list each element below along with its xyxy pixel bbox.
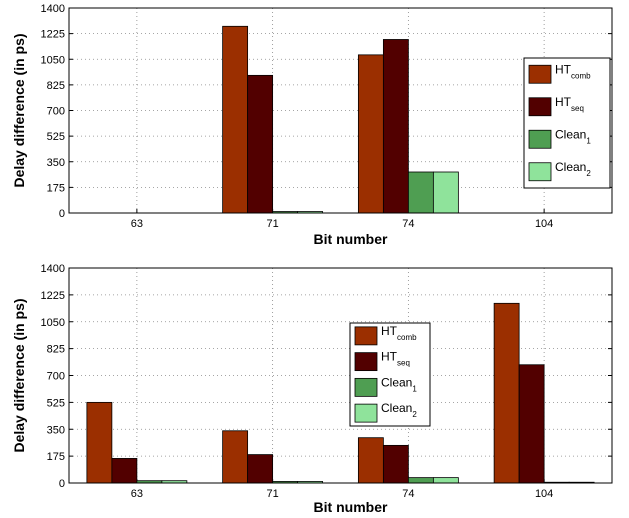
bar-clean-1-74 bbox=[407, 171, 434, 214]
top-chart: 0 175 350 525 700 825 1050 1225 1400 63 71 74 104 Bit… bbox=[11, 3, 613, 247]
x-tick-label: 104 bbox=[535, 218, 553, 230]
legend-swatch bbox=[354, 403, 378, 423]
legend-entry-clean-2: Clean2 bbox=[555, 160, 591, 178]
y-axis-label: Delay difference (in ps) bbox=[11, 33, 27, 187]
y-tick-label: 825 bbox=[47, 344, 65, 356]
legend-swatch bbox=[354, 326, 378, 346]
y-tick-label: 1050 bbox=[41, 317, 65, 329]
legend-entry-ht-comb: HTcomb bbox=[555, 62, 591, 80]
x-tick-label: 74 bbox=[402, 218, 414, 230]
x-tick-label: 63 bbox=[131, 488, 143, 500]
y-tick-label: 525 bbox=[47, 131, 65, 143]
bar-ht-comb-74 bbox=[357, 437, 384, 484]
legend-swatch bbox=[528, 97, 552, 117]
y-tick-label: 0 bbox=[59, 478, 65, 490]
y-tick-label: 350 bbox=[47, 424, 65, 436]
legend-name: Clean bbox=[381, 375, 412, 389]
bar-ht-seq-71 bbox=[247, 74, 274, 214]
legend-swatch bbox=[354, 352, 378, 372]
bar-ht-comb-63 bbox=[86, 401, 113, 484]
legend-swatch bbox=[528, 64, 552, 84]
y-tick-label: 175 bbox=[47, 451, 65, 463]
legend-name: HT bbox=[381, 324, 398, 338]
bar-clean-2-74 bbox=[432, 171, 459, 214]
x-tick-label: 71 bbox=[267, 488, 279, 500]
y-tick-label: 1225 bbox=[41, 29, 65, 41]
legend-entry-clean-1: Clean1 bbox=[555, 127, 591, 145]
x-tick-label: 104 bbox=[535, 488, 553, 500]
axes-frame bbox=[68, 7, 613, 214]
bar-clean-1-74 bbox=[407, 477, 434, 484]
bar-ht-comb-71 bbox=[222, 25, 249, 214]
y-tick-label: 525 bbox=[47, 397, 65, 409]
x-tick-label: 74 bbox=[402, 488, 414, 500]
legend-swatch bbox=[528, 162, 552, 182]
y-tick-label: 700 bbox=[47, 371, 65, 383]
legend-entry-clean-2: Clean2 bbox=[381, 401, 417, 419]
legend-subscript: 2 bbox=[586, 169, 591, 178]
legend-subscript: 1 bbox=[586, 136, 591, 145]
legend-subscript: 1 bbox=[412, 384, 417, 393]
x-axis-label: Bit number bbox=[314, 499, 388, 515]
y-tick-label: 700 bbox=[47, 106, 65, 118]
legend-subscript: comb bbox=[571, 71, 591, 80]
legend-subscript: 2 bbox=[412, 410, 417, 419]
x-tick-label: 63 bbox=[131, 218, 143, 230]
bottom-chart: 0 175 350 525 700 825 1050 1225 1400 63 71 74 104 Bit… bbox=[11, 263, 613, 515]
legend-name: Clean bbox=[555, 127, 586, 141]
legend-name: Clean bbox=[555, 160, 586, 174]
legend-name: HT bbox=[381, 350, 398, 364]
bar-ht-comb-71 bbox=[222, 430, 249, 484]
y-tick-label: 175 bbox=[47, 182, 65, 194]
y-tick-label: 825 bbox=[47, 80, 65, 92]
legend-swatch bbox=[528, 129, 552, 149]
legend-name: HT bbox=[555, 62, 572, 76]
y-tick-label: 1050 bbox=[41, 54, 65, 66]
bar-ht-seq-63 bbox=[111, 458, 138, 484]
bar-ht-seq-74 bbox=[382, 39, 409, 214]
legend-entry-ht-seq: HTseq bbox=[555, 95, 584, 113]
legend-subscript: seq bbox=[571, 104, 584, 113]
x-axis-label: Bit number bbox=[314, 231, 388, 247]
bar-ht-comb-104 bbox=[493, 302, 520, 484]
y-tick-label: 0 bbox=[59, 208, 65, 220]
legend-entry-ht-seq: HTseq bbox=[381, 350, 410, 368]
y-tick-label: 1225 bbox=[41, 290, 65, 302]
y-axis-label: Delay difference (in ps) bbox=[11, 298, 27, 452]
y-tick-label: 1400 bbox=[41, 3, 65, 15]
legend-entry-clean-1: Clean1 bbox=[381, 375, 417, 393]
axes-frame bbox=[68, 267, 613, 484]
legend-entry-ht-comb: HTcomb bbox=[381, 324, 417, 342]
bar-ht-comb-74 bbox=[357, 54, 384, 214]
y-tick-label: 350 bbox=[47, 157, 65, 169]
legend-subscript: seq bbox=[397, 359, 410, 368]
bar-ht-seq-71 bbox=[247, 454, 274, 484]
legend-swatch bbox=[354, 377, 378, 397]
x-tick-label: 71 bbox=[267, 218, 279, 230]
bar-ht-seq-74 bbox=[382, 444, 409, 484]
legend-subscript: comb bbox=[397, 333, 417, 342]
bar-ht-seq-104 bbox=[518, 364, 545, 484]
legend-name: Clean bbox=[381, 401, 412, 415]
bar-clean-2-74 bbox=[432, 477, 459, 484]
y-tick-label: 1400 bbox=[41, 263, 65, 275]
legend-name: HT bbox=[555, 95, 572, 109]
